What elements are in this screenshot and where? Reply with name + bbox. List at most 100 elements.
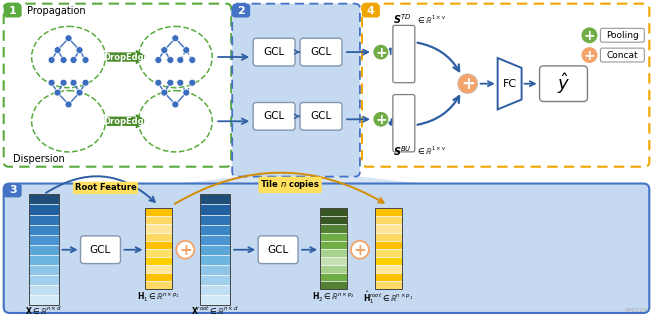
Text: Propagation: Propagation: [27, 5, 86, 16]
FancyBboxPatch shape: [300, 38, 342, 66]
FancyBboxPatch shape: [232, 4, 360, 177]
Bar: [146, 216, 172, 225]
Circle shape: [373, 111, 389, 127]
Text: Dispersion: Dispersion: [12, 154, 65, 164]
Circle shape: [65, 101, 72, 108]
Bar: [146, 208, 172, 289]
Circle shape: [65, 35, 72, 42]
Text: +: +: [584, 29, 596, 43]
Text: PP0229: PP0229: [624, 308, 647, 313]
Bar: [320, 208, 347, 289]
Circle shape: [581, 47, 597, 63]
Bar: [375, 249, 402, 257]
Circle shape: [54, 89, 61, 96]
FancyBboxPatch shape: [4, 4, 231, 167]
Bar: [146, 241, 172, 249]
Text: DropEdge: DropEdge: [103, 117, 150, 126]
Circle shape: [177, 79, 183, 86]
Circle shape: [48, 56, 55, 63]
FancyBboxPatch shape: [362, 4, 649, 167]
Bar: [375, 225, 402, 233]
Bar: [146, 273, 172, 281]
Bar: [320, 225, 347, 233]
Circle shape: [351, 241, 369, 259]
Bar: [320, 208, 347, 216]
Text: +: +: [584, 48, 596, 63]
Circle shape: [161, 89, 168, 96]
Circle shape: [176, 241, 195, 259]
Bar: [146, 249, 172, 257]
Bar: [375, 257, 402, 265]
Text: 2: 2: [237, 5, 245, 16]
Bar: [29, 285, 59, 295]
Circle shape: [155, 79, 162, 86]
Bar: [320, 257, 347, 265]
Bar: [320, 281, 347, 289]
Text: Root Feature: Root Feature: [74, 183, 136, 192]
Bar: [29, 194, 59, 305]
Circle shape: [167, 79, 174, 86]
Bar: [200, 285, 231, 295]
Circle shape: [458, 74, 478, 93]
Circle shape: [177, 56, 183, 63]
Text: 4: 4: [367, 5, 375, 16]
Bar: [146, 265, 172, 273]
Bar: [29, 295, 59, 305]
Bar: [375, 208, 402, 289]
Circle shape: [60, 56, 67, 63]
Text: $\mathbf{H}_2\in\mathbb{R}^{n\times p_2}$: $\mathbf{H}_2\in\mathbb{R}^{n\times p_2}…: [311, 291, 355, 304]
Bar: [200, 275, 231, 285]
Bar: [320, 216, 347, 225]
Bar: [29, 204, 59, 214]
Bar: [200, 255, 231, 265]
Text: $\in\mathbb{R}^{1\times v}$: $\in\mathbb{R}^{1\times v}$: [416, 13, 447, 26]
Text: $\boldsymbol{S}^{BU}$: $\boldsymbol{S}^{BU}$: [393, 144, 411, 158]
Circle shape: [48, 79, 55, 86]
Bar: [29, 194, 59, 204]
Text: $\mathbf{X}\in\mathbb{R}^{n\times d}$: $\mathbf{X}\in\mathbb{R}^{n\times d}$: [25, 305, 62, 317]
FancyBboxPatch shape: [253, 38, 295, 66]
Circle shape: [183, 47, 190, 54]
Bar: [375, 241, 402, 249]
FancyBboxPatch shape: [300, 102, 342, 130]
Circle shape: [189, 56, 196, 63]
Bar: [146, 225, 172, 233]
Bar: [320, 241, 347, 249]
Text: GCL: GCL: [268, 245, 289, 255]
Bar: [200, 204, 231, 214]
Circle shape: [82, 79, 89, 86]
Text: Tile $n$ copies: Tile $n$ copies: [260, 178, 320, 191]
Bar: [375, 265, 402, 273]
Circle shape: [373, 44, 389, 60]
Text: 3: 3: [9, 185, 16, 196]
Circle shape: [189, 79, 196, 86]
Bar: [29, 265, 59, 275]
Text: DropEdge: DropEdge: [103, 53, 150, 62]
Bar: [200, 295, 231, 305]
FancyBboxPatch shape: [80, 236, 120, 263]
Bar: [375, 208, 402, 216]
Circle shape: [161, 47, 168, 54]
FancyBboxPatch shape: [600, 28, 645, 42]
Bar: [320, 265, 347, 273]
Bar: [200, 214, 231, 225]
FancyArrow shape: [108, 115, 146, 128]
Text: Concat: Concat: [607, 50, 638, 60]
Text: FC: FC: [503, 79, 517, 89]
Text: $\mathbf{H}_1\in\mathbb{R}^{n\times p_1}$: $\mathbf{H}_1\in\mathbb{R}^{n\times p_1}…: [137, 291, 180, 304]
FancyBboxPatch shape: [393, 26, 415, 83]
Text: 1: 1: [8, 5, 16, 16]
Circle shape: [183, 89, 190, 96]
Text: GCL: GCL: [264, 111, 285, 121]
Bar: [146, 233, 172, 241]
Bar: [200, 265, 231, 275]
Text: +: +: [375, 46, 387, 60]
FancyArrow shape: [108, 51, 146, 63]
Text: $\in\mathbb{R}^{1\times v}$: $\in\mathbb{R}^{1\times v}$: [416, 145, 447, 157]
Circle shape: [172, 35, 179, 42]
FancyBboxPatch shape: [253, 102, 295, 130]
FancyBboxPatch shape: [258, 236, 298, 263]
Bar: [29, 275, 59, 285]
Text: GCL: GCL: [264, 47, 285, 57]
Bar: [200, 194, 231, 305]
